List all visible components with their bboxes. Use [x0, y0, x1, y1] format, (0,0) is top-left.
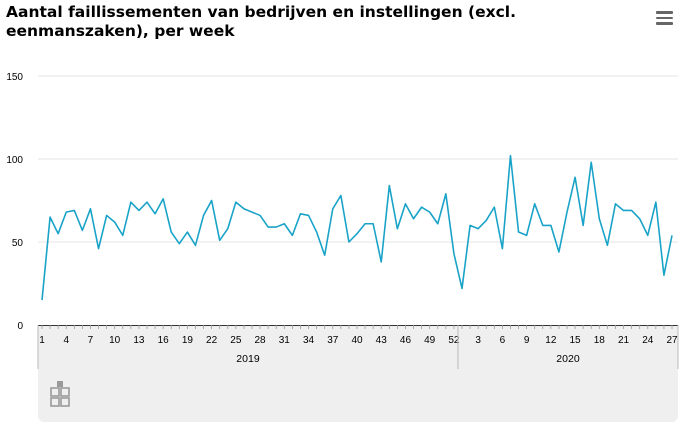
- x-tick-label: 6: [500, 335, 506, 346]
- x-tick-label: 34: [303, 335, 315, 346]
- x-tick-label: 25: [230, 335, 242, 346]
- x-tick-label: 7: [88, 335, 94, 346]
- y-tick-label: 150: [6, 72, 23, 83]
- x-tick-label: 10: [109, 335, 121, 346]
- x-tick-label: 52: [448, 335, 460, 346]
- y-tick-label: 100: [6, 155, 23, 166]
- x-tick-label: 3: [475, 335, 481, 346]
- y-tick-label: 50: [12, 238, 24, 249]
- x-tick-label: 15: [570, 335, 582, 346]
- x-tick-label: 31: [279, 335, 291, 346]
- x-tick-label: 16: [158, 335, 170, 346]
- chart-title: Aantal faillissementen van bedrijven en …: [6, 3, 516, 40]
- x-tick-label: 46: [400, 335, 412, 346]
- x-tick-label: 43: [376, 335, 388, 346]
- x-tick-label: 9: [524, 335, 530, 346]
- x-tick-label: 12: [545, 335, 557, 346]
- x-tick-label: 49: [424, 335, 436, 346]
- x-tick-label: 13: [133, 335, 145, 346]
- x-tick-label: 4: [63, 335, 69, 346]
- x-tick-label: 28: [255, 335, 267, 346]
- x-tick-label: 1: [39, 335, 45, 346]
- x-tick-label: 40: [351, 335, 363, 346]
- x-tick-label: 37: [327, 335, 339, 346]
- x-tick-label: 22: [206, 335, 218, 346]
- x-tick-label: 24: [642, 335, 654, 346]
- cbs-logo-icon: [50, 381, 70, 407]
- hamburger-menu-icon[interactable]: [656, 11, 673, 25]
- y-tick-label: 0: [17, 321, 23, 332]
- x-tick-label: 21: [618, 335, 630, 346]
- series-line: [41, 154, 673, 301]
- year-label: 2019: [236, 353, 260, 365]
- year-label: 2020: [556, 353, 580, 365]
- x-axis-band: [38, 325, 678, 422]
- x-tick-label: 19: [182, 335, 194, 346]
- x-tick-label: 18: [594, 335, 606, 346]
- x-tick-label: 27: [666, 335, 678, 346]
